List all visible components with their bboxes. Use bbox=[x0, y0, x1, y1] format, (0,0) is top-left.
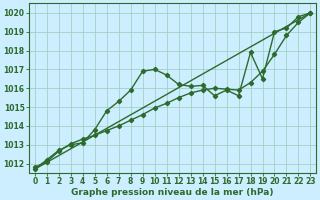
X-axis label: Graphe pression niveau de la mer (hPa): Graphe pression niveau de la mer (hPa) bbox=[71, 188, 274, 197]
